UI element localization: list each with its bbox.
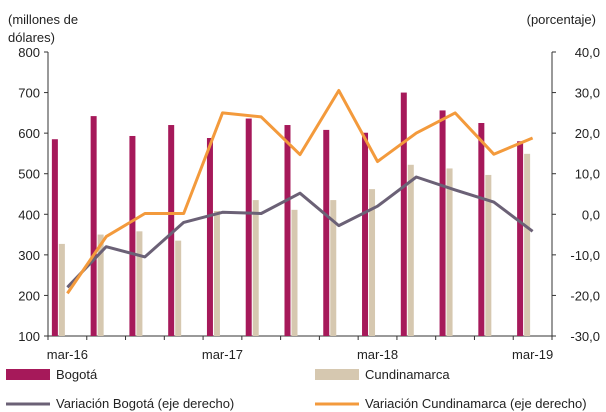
- left-tick-label: 500: [18, 167, 40, 182]
- right-tick-label: -20,0: [570, 288, 600, 303]
- x-tick-label: mar-17: [202, 347, 243, 362]
- left-axis-unit-line2: dólares): [8, 30, 55, 45]
- right-tick-label: 10,0: [575, 167, 600, 182]
- bar-bogota: [362, 132, 369, 336]
- left-tick-label: 800: [18, 45, 40, 60]
- bar-bogota: [400, 92, 407, 336]
- bar-bogota: [168, 125, 175, 337]
- left-tick-label: 300: [18, 248, 40, 263]
- legend-swatch-bogota: [6, 369, 50, 380]
- right-tick-label: 40,0: [575, 45, 600, 60]
- bar-bogota: [478, 123, 485, 336]
- bar-cundinamarca: [291, 209, 298, 336]
- bar-cundinamarca: [252, 200, 259, 336]
- left-tick-label: 200: [18, 288, 40, 303]
- bar-bogota: [206, 138, 213, 336]
- bar-cundinamarca: [407, 164, 414, 336]
- x-tick-label: mar-16: [47, 347, 88, 362]
- lines: [66, 89, 534, 295]
- bar-bogota: [90, 116, 97, 336]
- right-axis-ticks: -30,0 -20,0 -10,0 0,0 10,0 20,0 30,0 40,0: [552, 45, 600, 344]
- right-tick-label: 20,0: [575, 126, 600, 141]
- x-tick-label: mar-19: [512, 347, 553, 362]
- bar-bogota: [284, 125, 291, 337]
- line-variacion-cundinamarca: [66, 89, 534, 295]
- legend-label-variacion-bogota: Variación Bogotá (eje derecho): [56, 396, 234, 411]
- legend-label-variacion-cundinamarca: Variación Cundinamarca (eje derecho): [365, 396, 587, 411]
- bar-cundinamarca: [97, 234, 104, 336]
- bar-bogota: [51, 139, 58, 336]
- bar-cundinamarca: [485, 174, 492, 336]
- bar-bogota: [245, 118, 252, 336]
- x-axis-ticks: mar-16 mar-17 mar-18 mar-19: [47, 347, 553, 362]
- legend-label-bogota: Bogotá: [56, 367, 98, 382]
- left-tick-label: 100: [18, 329, 40, 344]
- bar-cundinamarca: [524, 153, 531, 336]
- bar-bogota: [323, 129, 330, 336]
- right-tick-label: -10,0: [570, 248, 600, 263]
- left-tick-label: 600: [18, 126, 40, 141]
- left-axis-unit-line1: (millones de: [8, 12, 78, 27]
- left-tick-label: 700: [18, 86, 40, 101]
- bar-cundinamarca: [446, 168, 453, 336]
- left-tick-label: 400: [18, 207, 40, 222]
- right-axis-unit: (porcentaje): [527, 12, 596, 27]
- bar-bogota: [129, 135, 136, 336]
- x-tick-label: mar-18: [357, 347, 398, 362]
- right-tick-label: 0,0: [582, 207, 600, 222]
- bar-cundinamarca: [136, 231, 143, 336]
- left-axis-ticks: 100 200 300 400 500 600 700 800: [18, 45, 48, 344]
- legend-label-cundinamarca: Cundinamarca: [365, 367, 450, 382]
- bar-bogota: [517, 141, 524, 336]
- bar-cundinamarca: [175, 240, 182, 336]
- legend-swatch-cundinamarca: [315, 369, 359, 380]
- bars: [51, 92, 531, 337]
- legend: Bogotá Cundinamarca Variación Bogotá (ej…: [6, 367, 587, 411]
- bar-cundinamarca: [330, 200, 337, 336]
- right-tick-label: 30,0: [575, 86, 600, 101]
- bar-cundinamarca: [369, 189, 376, 336]
- line-variacion-bogota: [66, 175, 534, 289]
- bar-cundinamarca: [58, 243, 65, 336]
- bar-bogota: [439, 110, 446, 337]
- bar-cundinamarca: [213, 211, 220, 336]
- right-tick-label: -30,0: [570, 329, 600, 344]
